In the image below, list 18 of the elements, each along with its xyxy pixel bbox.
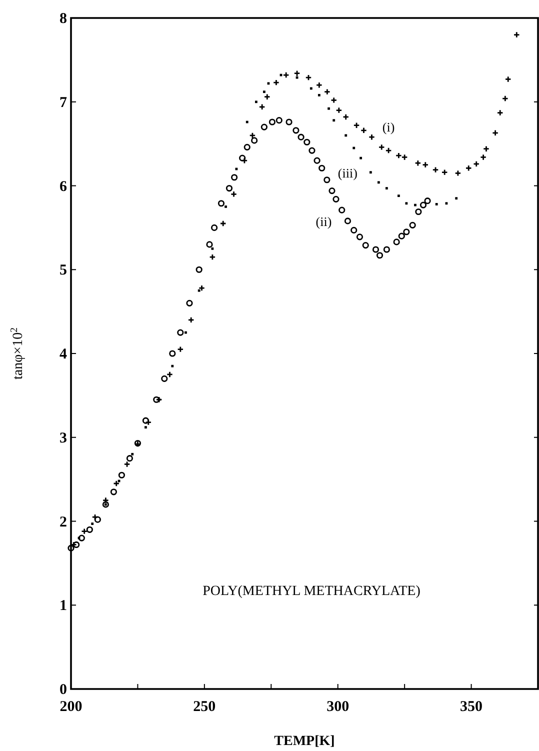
x-tick-label: 350	[460, 699, 483, 715]
y-tick-label: 5	[60, 262, 67, 279]
y-tick-label: 2	[60, 514, 67, 530]
annotation: POLY(METHYL METHACRYLATE)	[202, 584, 421, 600]
series-label: (ii)	[316, 214, 332, 229]
x-tick-label: 300	[326, 699, 350, 715]
y-tick-label: 1	[60, 598, 67, 614]
y-tick-label: 8	[60, 11, 67, 27]
y-tick-label: 6	[60, 178, 68, 195]
y-tick-label: 0	[60, 682, 67, 698]
x-tick-label: 250	[193, 699, 216, 715]
y-tick-label: 7	[60, 94, 68, 111]
y-tick-label: 3	[60, 430, 67, 446]
x-axis-title: TEMP[K]	[274, 734, 335, 749]
series-label: (iii)	[338, 165, 358, 180]
y-tick-label: 4	[60, 346, 68, 362]
x-tick-label: 200	[60, 699, 82, 715]
series-label: (i)	[382, 120, 395, 135]
